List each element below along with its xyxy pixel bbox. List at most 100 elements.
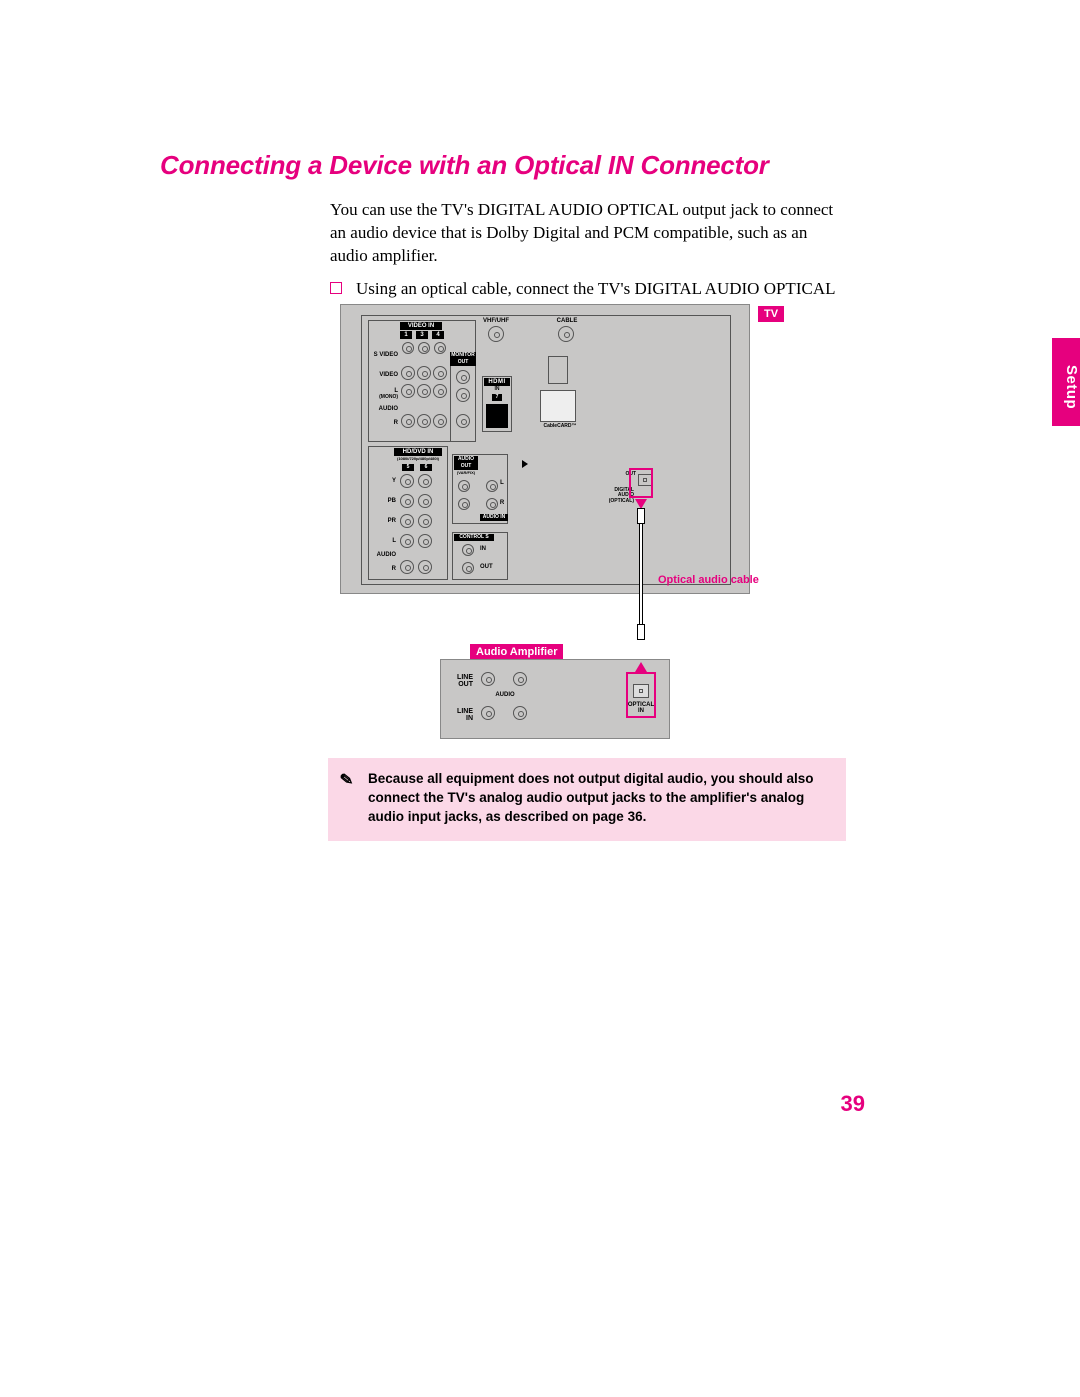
- cable-plug-bottom: [637, 624, 645, 640]
- audio-r-jack: [401, 414, 415, 428]
- y-jack: [418, 474, 432, 488]
- cable-caption: Optical audio cable: [658, 574, 759, 586]
- amp-label: Audio Amplifier: [470, 644, 563, 660]
- audio-out-r: [458, 498, 470, 510]
- comp-l-jack: [418, 534, 432, 548]
- svideo-jack: [434, 342, 446, 354]
- audio-l-jack: [433, 384, 447, 398]
- note-callout: ✎ Because all equipment does not output …: [328, 758, 846, 841]
- comp-r-jack: [400, 560, 414, 574]
- pb-jack: [418, 494, 432, 508]
- monitor-out-hdr: MONITOR OUT: [450, 352, 476, 366]
- audio-l-jack: [417, 384, 431, 398]
- connection-diagram: TV VIDEO IN 1 3 4 S VIDEO VIDEO L (MONO): [340, 304, 870, 739]
- flow-arrow-icon: [522, 460, 528, 468]
- col-6: 6: [420, 464, 432, 471]
- cable-plug-top: [637, 508, 645, 524]
- hdmi-in: IN: [484, 387, 510, 392]
- tv-label: TV: [758, 306, 784, 322]
- audio-out-hdr: AUDIO OUT: [454, 456, 478, 470]
- lbl-video: VIDEO: [368, 372, 398, 378]
- amp-line-in-r: [513, 706, 527, 720]
- lbl-cablecard: CableCARD™: [538, 424, 582, 429]
- col-5: 5: [402, 464, 414, 471]
- video-jack: [401, 366, 415, 380]
- cable-connector: [558, 326, 574, 342]
- video-in-header: VIDEO IN: [400, 322, 442, 330]
- comp-l-jack: [400, 534, 414, 548]
- svideo-jack: [418, 342, 430, 354]
- tv-panel-inner: VIDEO IN 1 3 4 S VIDEO VIDEO L (MONO) AU…: [361, 315, 731, 585]
- audio-r-jack: [417, 414, 431, 428]
- audio-out-l: [458, 480, 470, 492]
- lbl-audio2: AUDIO: [368, 552, 396, 558]
- vhf-connector: [488, 326, 504, 342]
- arrow-up-icon: [635, 662, 647, 672]
- monitor-jack: [456, 388, 470, 402]
- lbl-svideo: S VIDEO: [368, 352, 398, 358]
- lbl-line-in: LINE IN: [449, 708, 473, 723]
- lbl-R: R: [498, 500, 506, 506]
- pr-jack: [418, 514, 432, 528]
- audio-out-sub: (VAR/FIX): [452, 471, 480, 475]
- lbl-y: Y: [368, 478, 396, 484]
- col-4: 4: [432, 331, 444, 339]
- note-pencil-icon: ✎: [339, 769, 355, 793]
- y-jack: [400, 474, 414, 488]
- hdmi-port: [486, 404, 508, 428]
- hdmi-brand: HDMI: [484, 378, 510, 386]
- col-1: 1: [400, 331, 412, 339]
- lbl-mono: (MONO): [368, 395, 398, 400]
- lbl-cable: CABLE: [552, 318, 582, 324]
- lbl-line-out: LINE OUT: [449, 674, 473, 689]
- audio-in-r: [486, 498, 498, 510]
- bullet-square-icon: [330, 282, 342, 294]
- hddvd-sub: (1080i/720p/480p/480i): [388, 457, 448, 461]
- amp-line-out-l: [481, 672, 495, 686]
- lbl-digital-audio: DIGITAL AUDIO (OPTICAL): [594, 488, 634, 504]
- pcmcia-icon: [548, 356, 568, 384]
- audio-in-hdr: AUDIO IN: [480, 514, 508, 521]
- lbl-r2: R: [368, 566, 396, 572]
- intro-paragraph: You can use the TV's DIGITAL AUDIO OPTIC…: [330, 199, 835, 268]
- page-number: 39: [841, 1091, 865, 1117]
- audio-l-jack: [401, 384, 415, 398]
- lbl-L: L: [498, 480, 506, 486]
- optical-cable: [639, 524, 643, 624]
- lbl-l2: L: [368, 538, 396, 544]
- audio-in-l: [486, 480, 498, 492]
- svideo-jack: [402, 342, 414, 354]
- lbl-vhf: VHF/UHF: [478, 318, 514, 324]
- hdmi-7: 7: [492, 394, 502, 401]
- amp-line-in-l: [481, 706, 495, 720]
- pr-jack: [400, 514, 414, 528]
- page-content: Connecting a Device with an Optical IN C…: [160, 150, 920, 324]
- amp-line-out-r: [513, 672, 527, 686]
- hddvd-hdr: HD/DVD IN: [394, 448, 442, 456]
- lbl-r: R: [368, 420, 398, 426]
- audio-r-jack: [433, 414, 447, 428]
- col-3: 3: [416, 331, 428, 339]
- lbl-ctrl-in: IN: [480, 546, 500, 552]
- lbl-pb: PB: [368, 498, 396, 504]
- video-jack: [417, 366, 431, 380]
- cablecard-slot: [540, 390, 576, 422]
- amp-optical-highlight: [626, 672, 656, 718]
- lbl-amp-audio: AUDIO: [487, 692, 523, 698]
- section-tab: Setup: [1052, 338, 1080, 426]
- lbl-ctrl-out: OUT: [480, 564, 500, 570]
- note-text: Because all equipment does not output di…: [368, 771, 814, 824]
- monitor-jack: [456, 414, 470, 428]
- control-s-hdr: CONTROL S: [454, 534, 494, 541]
- monitor-jack: [456, 370, 470, 384]
- lbl-audio: AUDIO: [368, 406, 398, 412]
- tv-optical-highlight: [629, 468, 653, 498]
- page-heading: Connecting a Device with an Optical IN C…: [160, 150, 920, 181]
- lbl-pr: PR: [368, 518, 396, 524]
- pb-jack: [400, 494, 414, 508]
- ctrl-out-jack: [462, 562, 474, 574]
- video-jack: [433, 366, 447, 380]
- tv-back-panel: VIDEO IN 1 3 4 S VIDEO VIDEO L (MONO) AU…: [340, 304, 750, 594]
- comp-r-jack: [418, 560, 432, 574]
- ctrl-in-jack: [462, 544, 474, 556]
